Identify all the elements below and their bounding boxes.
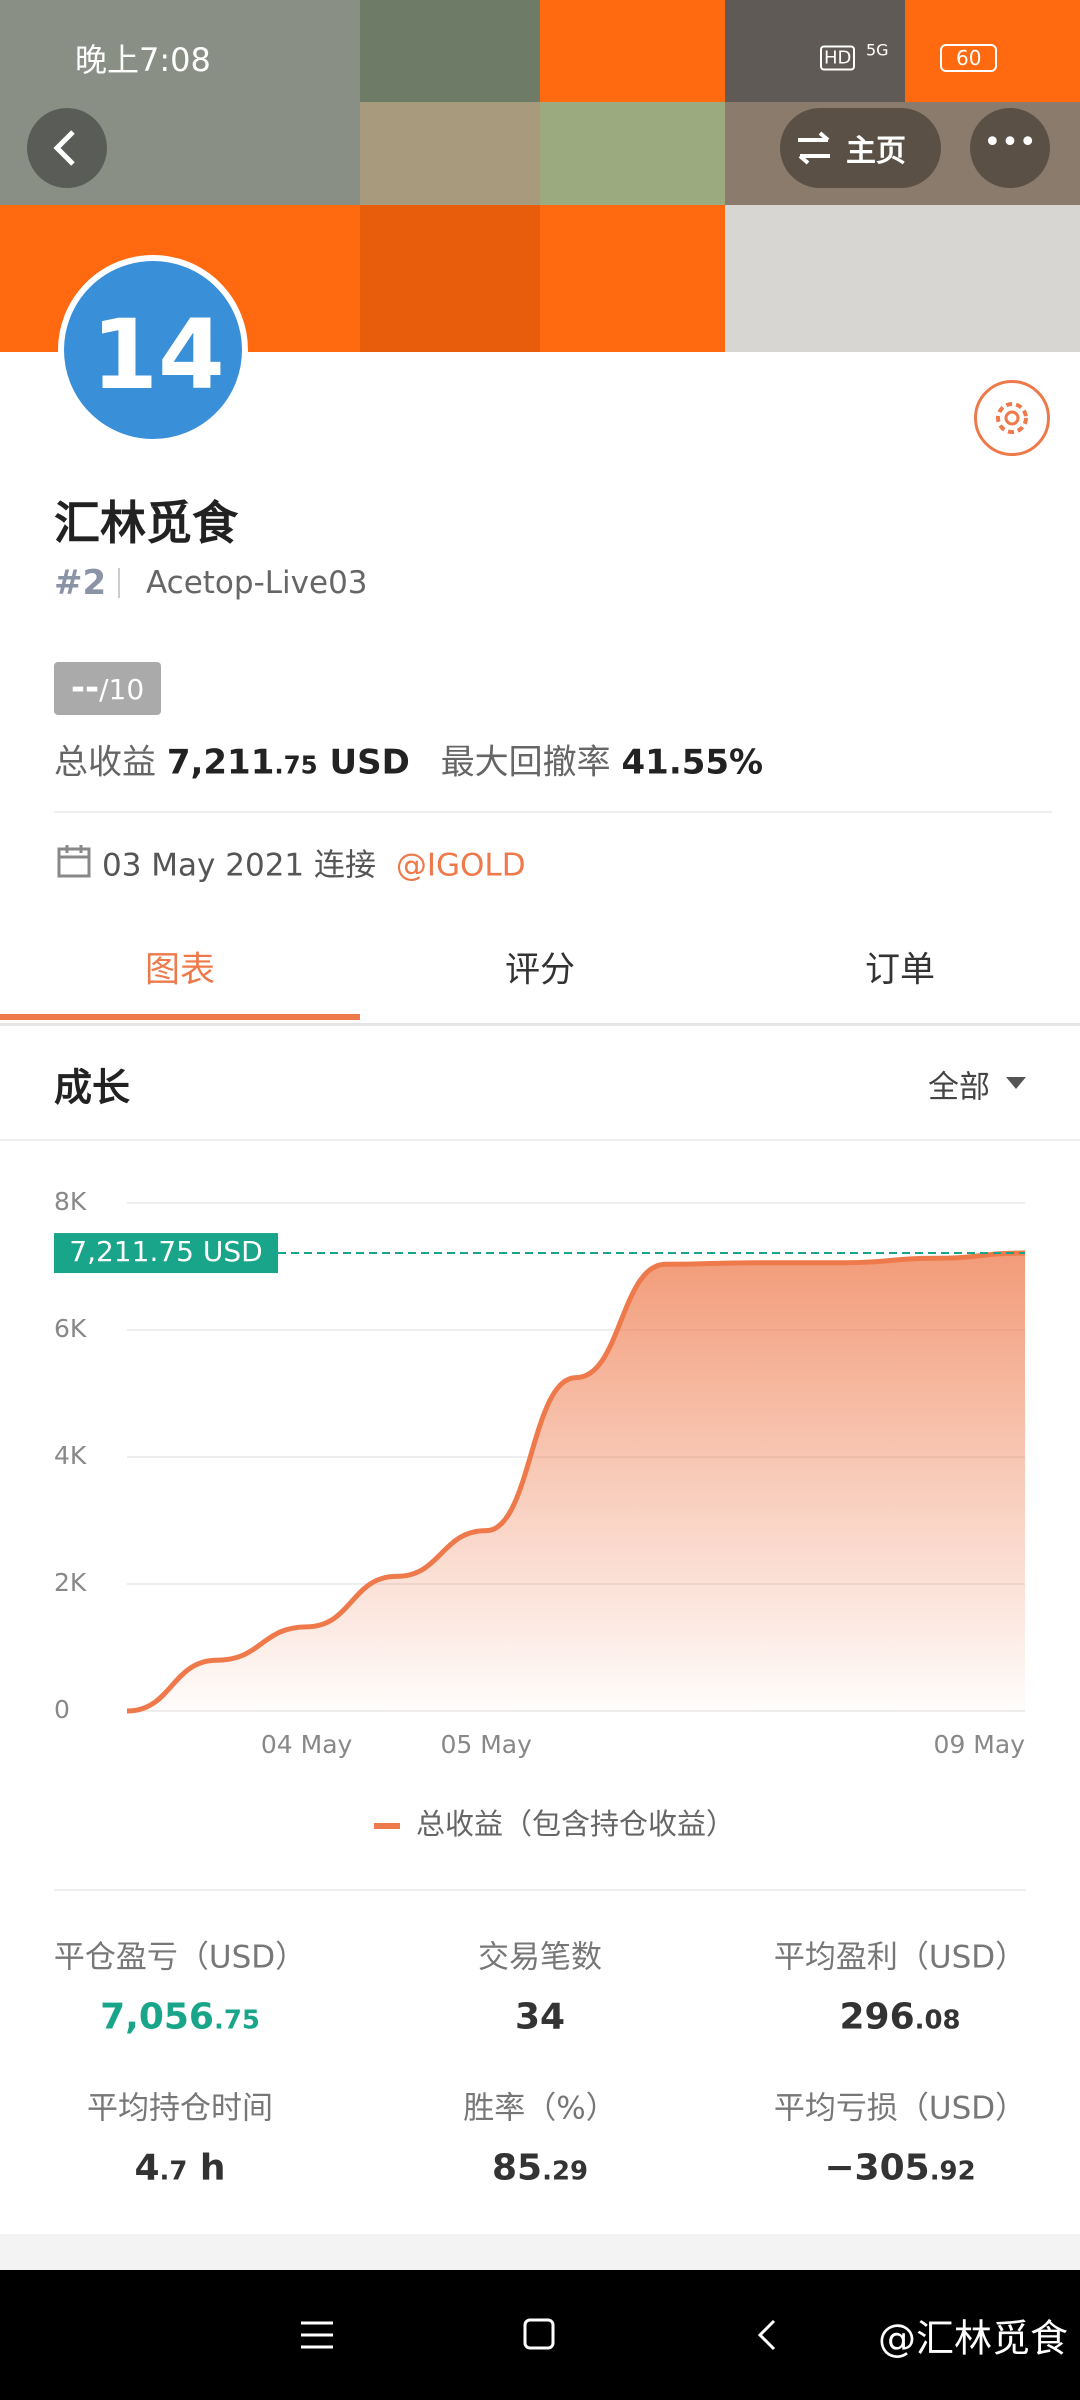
x-tick-label: 04 May	[261, 1730, 353, 1759]
dropdown-icon	[1006, 1077, 1026, 1089]
y-tick-label: 4K	[54, 1441, 87, 1470]
total-label: 总收益	[54, 742, 156, 783]
rank: #2	[54, 563, 107, 603]
separator	[118, 568, 120, 598]
gray-band	[0, 2234, 1080, 2270]
broker-link[interactable]: @IGOLD	[395, 847, 526, 884]
stat-label: 平均盈利（USD）	[773, 1939, 1027, 1976]
tab-border	[0, 1023, 1080, 1026]
stat-value: −305.92	[824, 2147, 976, 2189]
decimals: .29	[542, 2156, 589, 2187]
section-title: 成长	[54, 1065, 131, 1110]
date-row: 03 May 2021 连接 @IGOLD	[102, 840, 526, 885]
tab[interactable]: 评分	[504, 950, 576, 991]
back-icon	[53, 130, 75, 166]
x-tick-label: 09 May	[934, 1730, 1026, 1759]
stat-label: 平均亏损（USD）	[773, 2090, 1027, 2127]
chart: 0 2K 4K 6K 8K 04 May 05 May 09 May 7,211.75 USD 总…	[54, 1187, 1026, 1841]
account: Acetop-Live03	[146, 565, 368, 601]
status-hd: HD	[820, 45, 856, 71]
calendar-icon	[57, 845, 91, 878]
drawdown-label: 最大回撤率	[440, 742, 611, 783]
score-badge: --/10	[54, 662, 161, 715]
y-tick-label: 6K	[54, 1314, 87, 1343]
line	[126, 1250, 1026, 1714]
status-time: 晚上7:08	[75, 41, 211, 79]
decimals: .92	[929, 2156, 976, 2187]
decimals: .75	[213, 2005, 260, 2036]
tab[interactable]: 图表	[144, 950, 216, 991]
y-tick-label: 8K	[54, 1187, 87, 1216]
nav-back-icon[interactable]	[752, 2315, 782, 2355]
total-row: 总收益 7,211.75 USD 最大回撤率 41.55%	[54, 735, 763, 784]
legend-label: 总收益（包含持仓收益）	[416, 1807, 735, 1841]
decimals: .08	[914, 2005, 961, 2036]
y-tick-label: 0	[54, 1695, 70, 1724]
profile-name: 汇林觅食	[54, 496, 238, 550]
more-button[interactable]: •••	[970, 108, 1050, 188]
stat-value: 4.7 h	[134, 2147, 226, 2189]
nav-bar: @汇林觅食	[0, 2270, 1080, 2400]
stat-value: 85.29	[491, 2147, 589, 2189]
annotation-box	[54, 1233, 278, 1274]
x-tick-label: 05 May	[440, 1730, 532, 1759]
stat-value: 34	[514, 1996, 566, 2038]
tab[interactable]: 订单	[864, 950, 936, 991]
status-network: 5G	[866, 40, 889, 60]
stat-label: 胜率（%）	[463, 2090, 617, 2127]
home-icon[interactable]	[521, 2316, 557, 2352]
connect-date: 03 May 2021 连接	[102, 847, 376, 884]
score: --	[70, 668, 100, 708]
stat-value: 7,056.75	[100, 1996, 260, 2038]
decimals: .75	[274, 750, 318, 780]
divider	[54, 811, 1052, 813]
home-label: 主页	[846, 134, 906, 169]
home-button[interactable]: 主页	[780, 108, 941, 188]
y-tick-label: 2K	[54, 1568, 87, 1597]
divider	[54, 1889, 1026, 1891]
switch-icon	[798, 131, 830, 165]
section-border	[0, 1139, 1080, 1141]
back-button[interactable]	[27, 108, 107, 188]
menu-icon[interactable]	[297, 2315, 337, 2355]
stat-label: 平仓盈亏（USD）	[53, 1939, 307, 1976]
area	[127, 1253, 1025, 1711]
status-battery: 60	[940, 44, 998, 72]
total-value: 7,211.75 USD	[166, 742, 410, 783]
watermark: @汇林觅食	[878, 2316, 1069, 2361]
stat-value: 296.08	[839, 1996, 961, 2038]
annotation: 7,211.75 USD	[69, 1235, 262, 1268]
filter[interactable]: 全部	[928, 1069, 990, 1106]
settings-button[interactable]	[974, 380, 1050, 456]
score-max: /10	[99, 673, 145, 706]
decimals: .7	[159, 2156, 188, 2187]
tab-underline	[0, 1014, 360, 1020]
gear-icon	[996, 402, 1028, 434]
avatar-number: 14	[91, 299, 225, 411]
avatar	[58, 255, 248, 445]
drawdown-value: 41.55%	[621, 742, 764, 783]
banner	[0, 0, 1080, 352]
stat-label: 平均持仓时间	[87, 2090, 273, 2127]
stat-label: 交易笔数	[478, 1939, 602, 1976]
